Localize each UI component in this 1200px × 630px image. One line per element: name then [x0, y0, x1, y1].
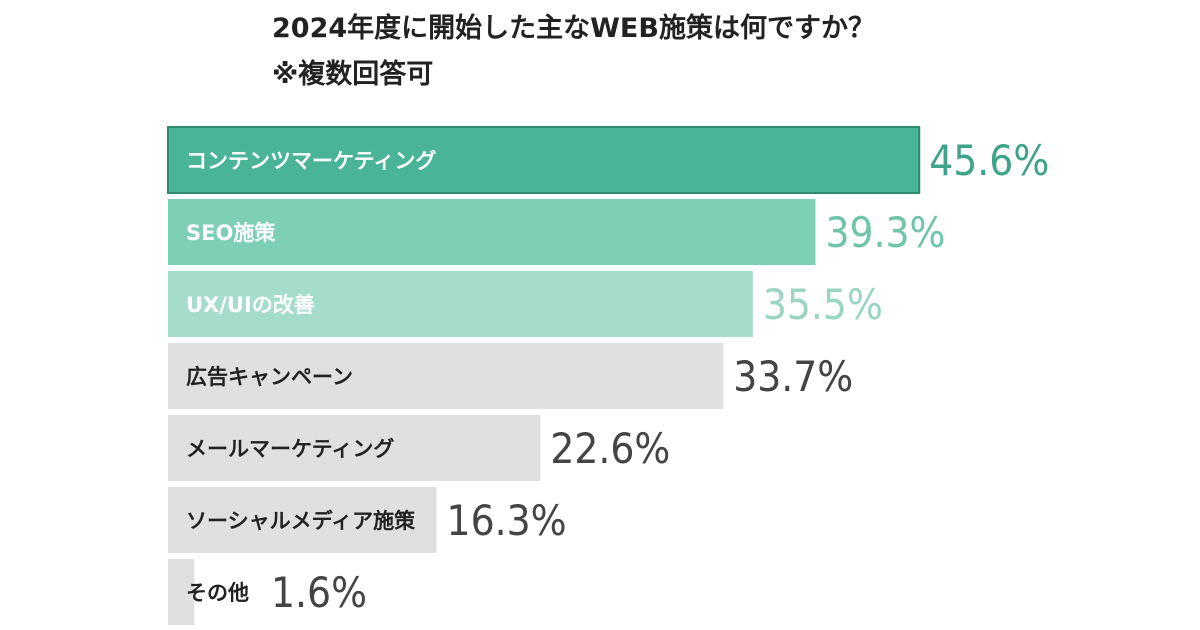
chart-subtitle: ※複数回答可 — [272, 59, 434, 90]
chart-title-block: 2024年度に開始した主なWEB施策は何ですか？ ※複数回答可 — [272, 6, 875, 98]
value-label: 45.6% — [929, 136, 1049, 185]
bars-layer: コンテンツマーケティング 45.6% SEO施策 39.3% UX/UIの改善 35.5%… — [167, 126, 1049, 625]
category-label: 広告キャンペーン — [186, 365, 353, 389]
category-label: メールマーケティング — [186, 437, 394, 461]
bar — [168, 343, 724, 409]
value-label: 35.5% — [763, 280, 883, 329]
bar — [168, 487, 437, 553]
value-label: 33.7% — [733, 352, 853, 401]
category-label: コンテンツマーケティング — [186, 149, 436, 173]
bar-group: その他 1.6% — [168, 559, 367, 625]
bar — [168, 271, 753, 337]
bar — [168, 415, 541, 481]
bar — [167, 126, 921, 194]
value-label: 1.6% — [271, 568, 367, 617]
bar-group: メールマーケティング 22.6% — [168, 415, 670, 481]
category-label: その他 — [186, 581, 249, 605]
bar-group: UX/UIの改善 35.5% — [168, 271, 883, 337]
category-label: SEO施策 — [186, 221, 276, 245]
bar-group: 広告キャンペーン 33.7% — [168, 343, 853, 409]
category-label: ソーシャルメディア施策 — [186, 509, 416, 533]
value-label: 22.6% — [550, 424, 670, 473]
bar — [168, 199, 816, 265]
bar — [168, 559, 195, 625]
chart-title: 2024年度に開始した主なWEB施策は何ですか？ — [272, 13, 875, 44]
bar-group: コンテンツマーケティング 45.6% — [167, 126, 1049, 194]
bar-group: ソーシャルメディア施策 16.3% — [168, 487, 567, 553]
value-label: 16.3% — [447, 496, 567, 545]
value-label: 39.3% — [825, 208, 945, 257]
bar-group: SEO施策 39.3% — [168, 199, 945, 265]
category-label: UX/UIの改善 — [186, 293, 315, 317]
